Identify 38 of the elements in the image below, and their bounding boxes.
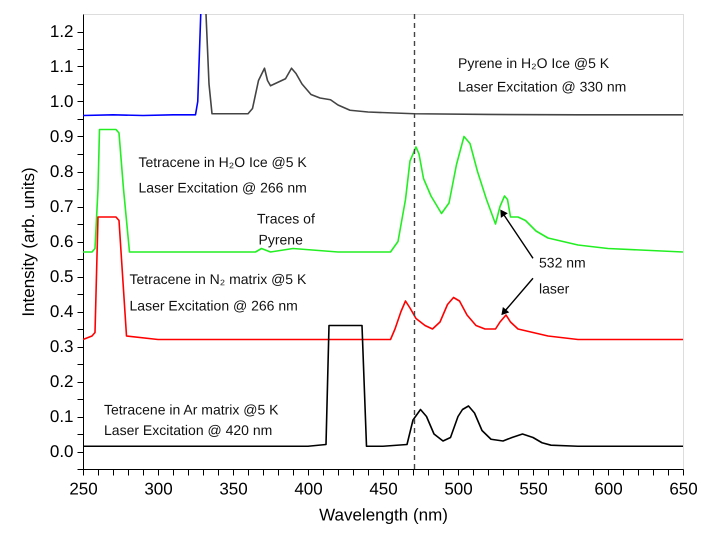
y-tick-label: 1.1 [50, 57, 74, 76]
x-tick-label: 300 [144, 480, 173, 498]
x-tick-label: 250 [69, 480, 98, 498]
annotation: Laser Excitation @ 266 nm [130, 297, 298, 314]
line-series [83, 14, 202, 116]
annotation: Tetracene in H₂O Ice @5 K [138, 154, 308, 170]
y-tick-label: 0.1 [50, 407, 74, 426]
y-axis-title: Intensity (arb. units) [18, 167, 38, 317]
annotation: Laser Excitation @ 266 nm [138, 180, 307, 196]
annotation: Tetracene in N₂ matrix @5 K [130, 271, 307, 287]
x-tick-label: 500 [444, 480, 473, 498]
y-tick-label: 0.0 [50, 442, 74, 461]
annotation: Laser Excitation @ 330 nm [458, 78, 626, 94]
y-tick-label: 0.5 [50, 267, 74, 286]
annotation: Tetracene in Ar matrix @5 K [104, 402, 280, 418]
annotation: 532 nm [539, 254, 586, 271]
x-tick-label: 400 [294, 480, 323, 498]
x-tick-label: 450 [369, 480, 398, 498]
y-tick-label: 1.0 [50, 92, 74, 111]
line-series [83, 128, 683, 253]
x-tick-label: 650 [669, 480, 698, 498]
y-tick-label: 0.6 [50, 232, 74, 251]
y-tick-label: 0.7 [50, 197, 74, 216]
y-tick-label: 0.2 [50, 372, 74, 391]
annotation: laser [539, 280, 570, 296]
annotation: Traces of [257, 210, 315, 226]
y-tick-label: 0.9 [50, 127, 74, 146]
x-tick-label: 600 [594, 480, 623, 498]
annotation: Pyrene in H₂O Ice @5 K [458, 55, 610, 72]
x-tick-label: 550 [519, 480, 548, 498]
y-tick-label: 0.8 [50, 162, 74, 181]
annotation: Laser Excitation @ 420 nm [104, 422, 272, 438]
x-axis-title: Wavelength (nm) [319, 506, 448, 524]
y-tick-label: 0.3 [50, 337, 74, 356]
y-tick-label: 1.2 [50, 22, 74, 41]
y-tick-label: 0.4 [50, 302, 74, 321]
annotation: Pyrene [258, 231, 304, 248]
x-tick-label: 350 [219, 480, 248, 498]
